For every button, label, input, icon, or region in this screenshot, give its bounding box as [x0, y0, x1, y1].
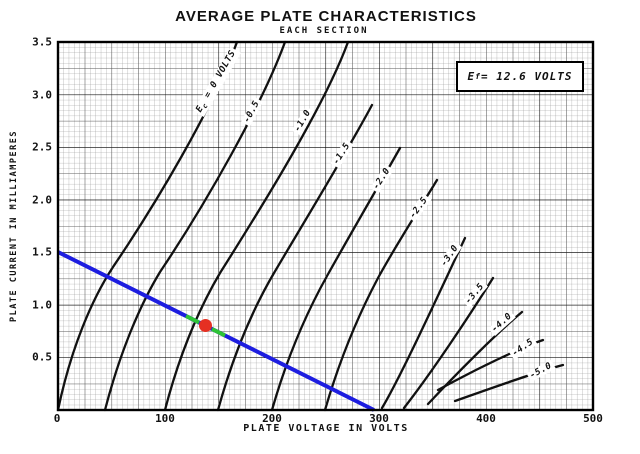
y-tick-3-0: 3.0	[32, 88, 52, 102]
y-tick-2-5: 2.5	[32, 140, 52, 154]
y-tick-1-0: 1.0	[32, 298, 52, 312]
x-tick-300: 300	[369, 412, 389, 425]
x-tick-100: 100	[155, 412, 175, 425]
grid-major	[58, 42, 593, 410]
y-tick-0-5: 0.5	[32, 350, 52, 364]
load-line-highlight-right	[211, 327, 226, 338]
x-tick-200: 200	[262, 412, 282, 425]
plot-border	[56, 40, 595, 412]
x-tick-400: 400	[476, 412, 496, 425]
y-tick-3-5: 3.5	[32, 35, 52, 49]
annotation-value: = 12.6 VOLTS	[480, 70, 573, 83]
y-tick-2-0: 2.0	[32, 193, 52, 207]
annotation-symbol: E	[467, 70, 476, 83]
annotation-subscript: f	[475, 72, 481, 81]
curve-ec-minus-1-0	[163, 40, 350, 412]
chart-title: AVERAGE PLATE CHARACTERISTICS	[175, 8, 477, 25]
load-line-highlight-left	[185, 314, 200, 325]
curve-ec-minus-3-5	[402, 276, 495, 410]
x-tick-500: 500	[583, 412, 603, 425]
operating-point	[199, 319, 212, 332]
curve-ec-minus-3-0	[380, 236, 467, 410]
chart-subtitle: EACH SECTION	[279, 26, 369, 36]
x-tick-0: 0	[53, 412, 61, 425]
x-axis-title: PLATE VOLTAGE IN VOLTS	[243, 423, 409, 434]
y-tick-1-5: 1.5	[32, 245, 52, 259]
